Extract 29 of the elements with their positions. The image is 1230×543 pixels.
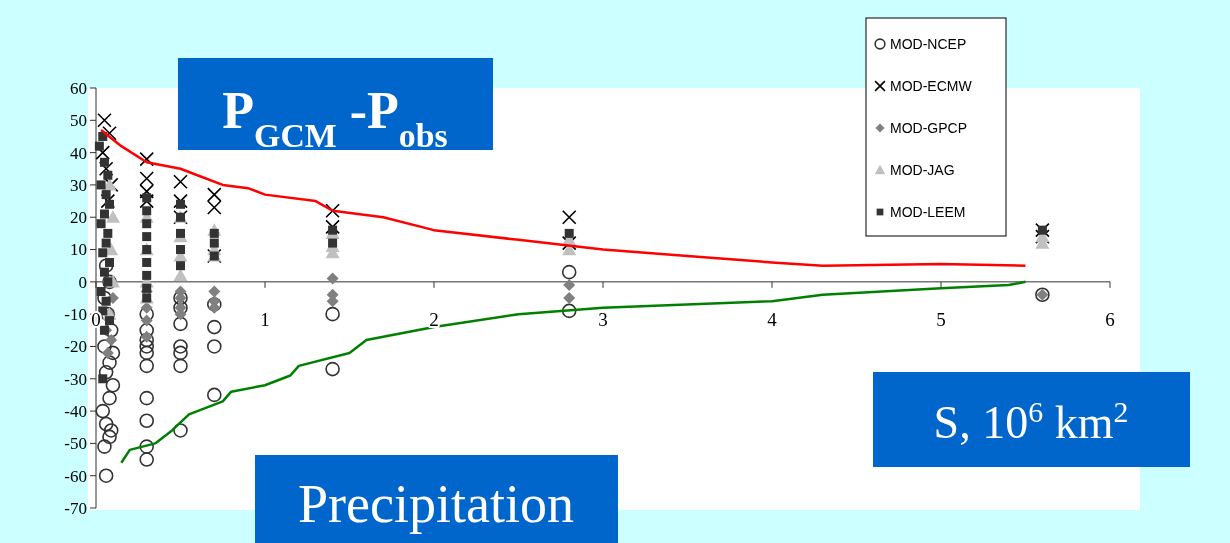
y-tick-label: -70 — [64, 498, 87, 518]
y-tick-label: 30 — [70, 175, 87, 195]
x-tick-label: 1 — [260, 308, 270, 330]
y-tick-label: 0 — [78, 272, 87, 292]
y-tick-label: 20 — [70, 208, 87, 228]
x-tick-label: 2 — [429, 308, 439, 330]
y-tick-label: 60 — [70, 78, 87, 98]
y-tick-label: -30 — [64, 369, 87, 389]
legend-label: MOD-NCEP — [890, 35, 967, 52]
x-tick-label: 6 — [1105, 308, 1115, 330]
y-tick-label: -10 — [64, 305, 87, 325]
x-tick-label: 3 — [598, 308, 608, 330]
legend-label: MOD-JAG — [890, 161, 955, 178]
y-tick-label: -20 — [64, 337, 87, 357]
y-tick-label: -50 — [64, 434, 87, 454]
y-tick-label: 10 — [70, 240, 87, 260]
legend-label: MOD-ECMW — [890, 77, 973, 94]
x-tick-label: 5 — [936, 308, 946, 330]
x-tick-label: 0 — [91, 308, 101, 330]
legend-label: MOD-GPCP — [890, 119, 967, 136]
x-axis-title: S, 10$^{6}$ km$^{2}$ — [933, 394, 1129, 448]
x-tick-label: 4 — [767, 308, 778, 330]
y-tick-label: -60 — [64, 466, 87, 486]
y-tick-label: 40 — [70, 143, 87, 163]
annotation: Precipitation — [298, 474, 574, 534]
chart-title: P$_{GCM}$ -P$_{obs}$ — [222, 82, 448, 154]
legend-label: MOD-LEEM — [890, 203, 966, 220]
y-tick-label: 50 — [70, 111, 87, 131]
y-tick-label: -40 — [64, 402, 87, 422]
